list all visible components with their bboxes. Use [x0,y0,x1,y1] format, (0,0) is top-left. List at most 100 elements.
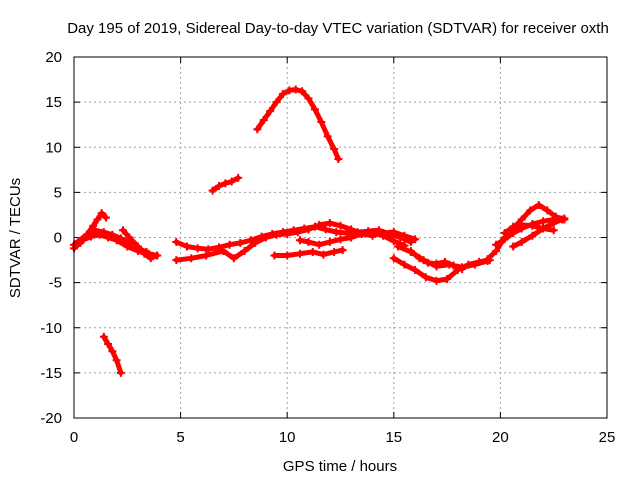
x-tick-label: 20 [492,429,509,446]
series-arc-18 [500,220,558,237]
data-point [526,206,535,215]
data-point [332,228,341,237]
data-point [225,240,234,249]
data-point [389,228,398,237]
data-point [234,173,243,182]
data-point [298,87,307,96]
data-point [334,154,343,163]
data-point [291,85,300,94]
data-point [543,206,552,215]
data-point [549,219,558,228]
data-point [338,246,347,255]
data-point [187,254,196,263]
data-point [406,247,415,256]
data-point [336,221,345,230]
data-point [236,238,245,247]
data-point [539,224,548,233]
data-point [470,260,479,269]
data-point [229,254,238,263]
data-point [394,242,403,251]
data-point [146,254,155,263]
data-point [221,179,230,188]
series-arc-7 [172,219,420,265]
data-point [347,225,356,234]
y-axis-label: SDTVAR / TECUs [7,178,24,298]
series-arc-6 [172,222,415,254]
data-point [116,234,125,243]
data-point [112,356,121,365]
y-tick-label: 0 [54,230,62,247]
x-tick-label: 5 [176,429,184,446]
series-arc-15 [483,201,569,264]
series-arc-4 [119,226,162,263]
data-point [272,230,281,239]
data-point [440,257,449,266]
y-tick-label: -5 [49,275,62,292]
x-axis-label: GPS time / hours [283,458,397,475]
data-point [227,177,236,186]
data-point [172,256,181,265]
data-point [317,117,326,126]
data-point [421,273,430,282]
series-arc-14 [406,247,467,274]
data-point [325,238,334,247]
data-point [528,221,537,230]
data-point [323,132,332,141]
x-tick-label: 15 [385,429,402,446]
data-point [101,213,110,222]
data-point [270,251,279,260]
data-point [500,228,509,237]
data-point [214,182,223,191]
data-point [492,240,501,249]
data-point [558,215,567,224]
data-point [253,125,262,134]
data-point [389,237,398,246]
data-point [116,368,125,377]
data-point [295,236,304,245]
series-arc-5 [99,332,125,377]
data-point [202,251,211,260]
x-tick-label: 25 [599,429,616,446]
series-arc-12 [389,254,494,285]
data-point [347,233,356,242]
y-tick-label: -10 [40,320,62,337]
data-point [517,220,526,229]
data-point [304,94,313,103]
data-point [400,231,409,240]
data-point [315,220,324,229]
series-arc-9 [295,228,409,250]
data-point [91,226,100,235]
data-point [411,265,420,274]
data-point [74,237,83,246]
data-point [304,225,313,234]
data-point [261,233,270,242]
data-point [259,116,268,125]
data-point [534,201,543,210]
y-tick-label: 15 [45,94,62,111]
data-point [283,229,292,238]
data-point [321,225,330,234]
data-point [99,332,108,341]
y-tick-label: 5 [54,184,62,201]
plot-frame [73,56,608,419]
data-point [251,238,260,247]
data-point [483,255,492,264]
data-point [304,238,313,247]
data-point [153,251,162,260]
y-tick-label: -20 [40,410,62,427]
data-point [99,228,108,237]
data-point [240,247,249,256]
data-point [193,244,202,253]
data-point [278,90,287,99]
data-point [295,249,304,258]
data-point [443,275,452,284]
data-point [336,235,345,244]
data-point [549,226,558,235]
x-tick-label: 10 [279,429,296,446]
data-point [133,242,142,251]
data-point [293,228,302,237]
data-point [204,245,213,254]
data-point [310,105,319,114]
data-point [539,217,548,226]
